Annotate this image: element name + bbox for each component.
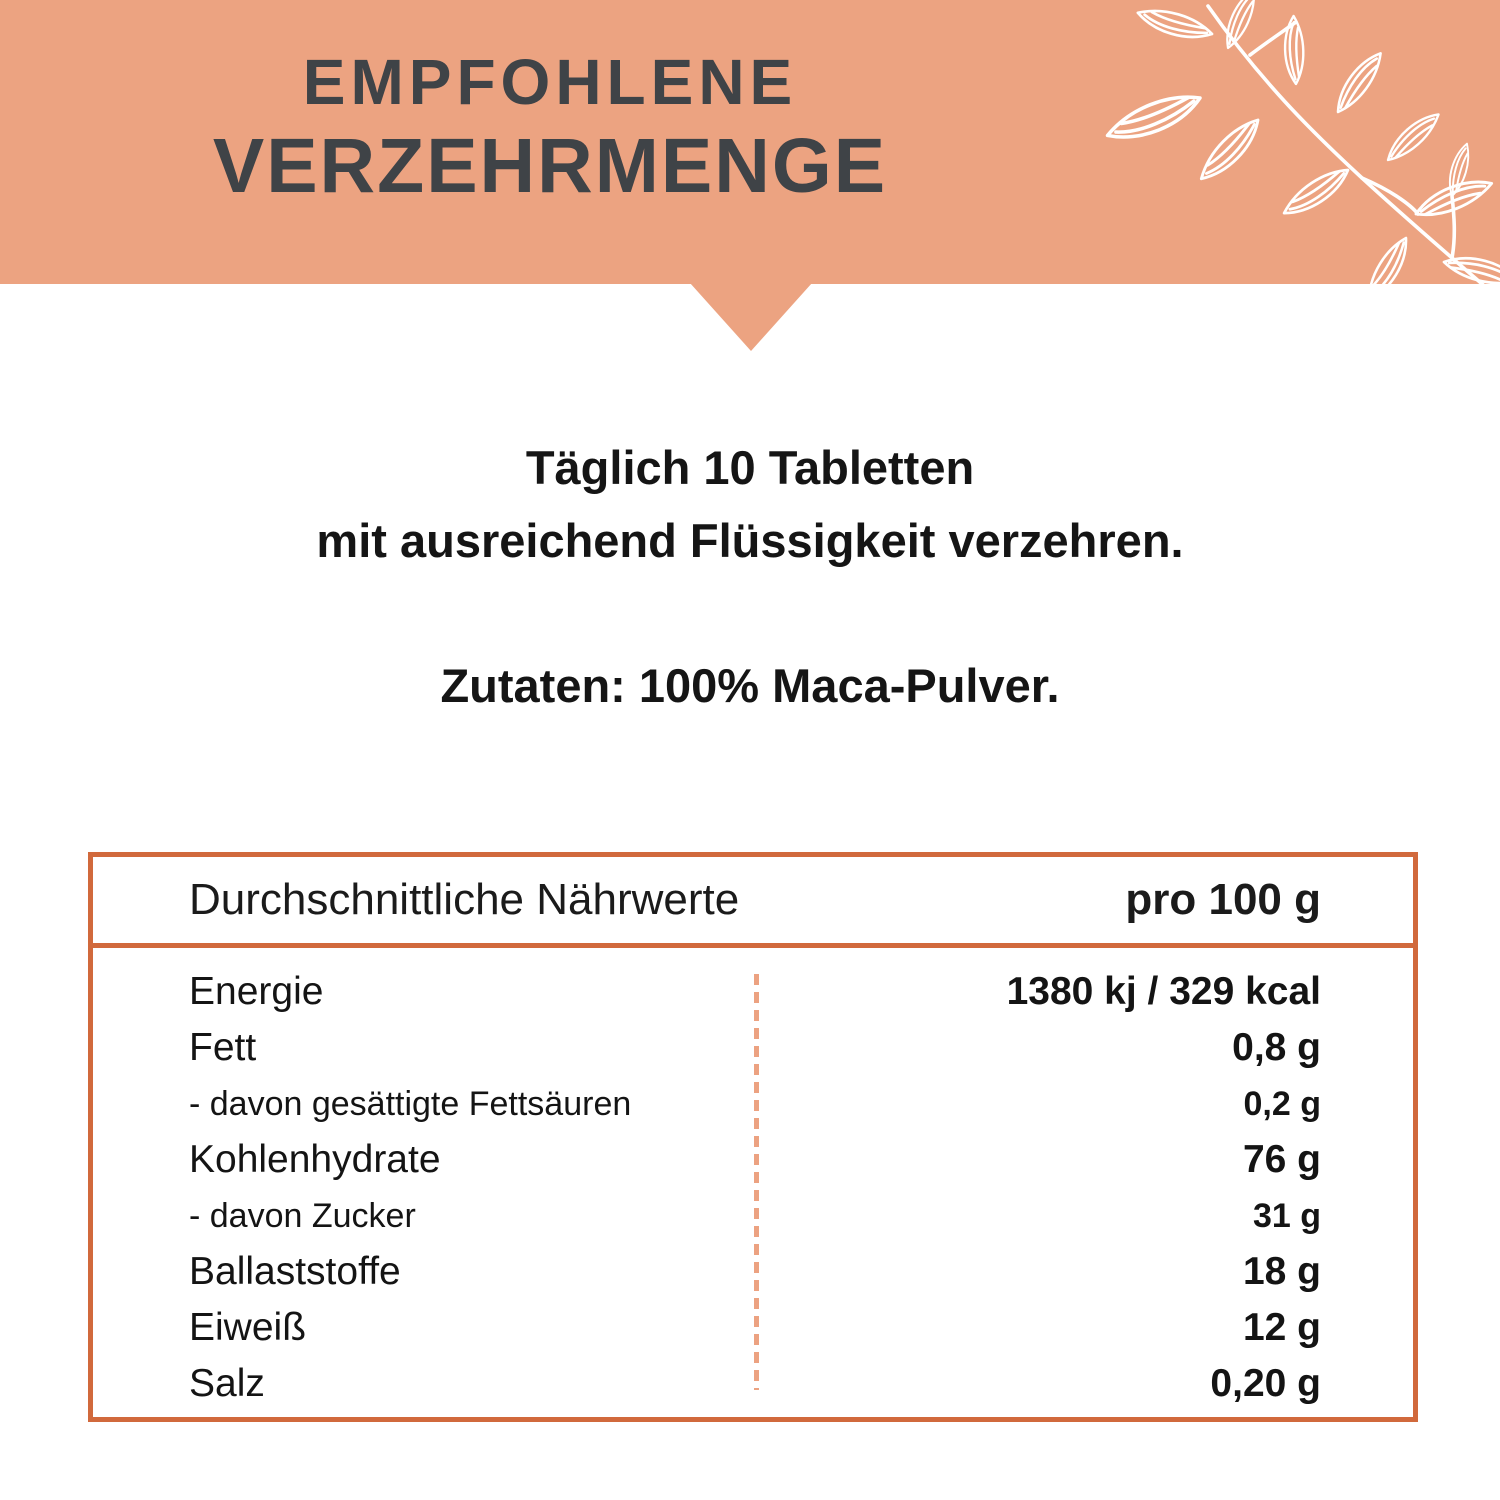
row-value: 0,20 g: [1210, 1362, 1321, 1405]
row-value: 18 g: [1242, 1250, 1321, 1293]
dosage-line2: mit ausreichend Flüssigkeit verzehren.: [316, 513, 1184, 567]
header-banner: EMPFOHLENE VERZEHRMENGE: [0, 0, 1500, 284]
table-row-zucker: - davon Zucker 31 g: [189, 1188, 1321, 1244]
dosage-instructions: Täglich 10 Tabletten mit ausreichend Flü…: [0, 432, 1500, 578]
row-label: Eiweiß: [189, 1306, 307, 1349]
table-row-fett: Fett 0,8 g: [189, 1020, 1321, 1076]
row-value: 76 g: [1242, 1138, 1321, 1181]
row-value: 31 g: [1252, 1196, 1321, 1235]
row-label: Fett: [189, 1026, 257, 1069]
banner-pointer-triangle: [690, 283, 812, 351]
dosage-line1: Täglich 10 Tabletten: [525, 441, 975, 494]
row-label: - davon Zucker: [189, 1196, 416, 1235]
table-row-kohlenhydrate: Kohlenhydrate 76 g: [189, 1132, 1321, 1188]
table-row-gesaettigte-fettsaeuren: - davon gesättigte Fettsäuren 0,2 g: [189, 1076, 1321, 1132]
row-label: Kohlenhydrate: [189, 1138, 441, 1181]
table-row-eiweiss: Eiweiß 12 g: [189, 1300, 1321, 1356]
row-label: Ballaststoffe: [189, 1250, 401, 1293]
nutrition-table-body: Energie 1380 kj / 329 kcal Fett 0,8 g - …: [93, 948, 1413, 1412]
nutrition-header-amount: pro 100 g: [1125, 875, 1321, 924]
nutrition-table: Durchschnittliche Nährwerte pro 100 g En…: [88, 852, 1418, 1422]
row-label: - davon gesättigte Fettsäuren: [189, 1084, 632, 1123]
row-value: 0,2 g: [1243, 1084, 1321, 1123]
nutrition-table-header: Durchschnittliche Nährwerte pro 100 g: [93, 857, 1413, 948]
row-label: Salz: [189, 1362, 265, 1405]
table-row-energie: Energie 1380 kj / 329 kcal: [189, 964, 1321, 1020]
table-row-salz: Salz 0,20 g: [189, 1356, 1321, 1412]
nutrition-header-label: Durchschnittliche Nährwerte: [189, 875, 740, 924]
row-label: Energie: [189, 970, 324, 1013]
table-row-ballaststoffe: Ballaststoffe 18 g: [189, 1244, 1321, 1300]
row-value: 12 g: [1242, 1306, 1321, 1349]
row-value: 0,8 g: [1232, 1026, 1321, 1069]
olive-branch-icon: [1101, 0, 1500, 284]
page-title: EMPFOHLENE VERZEHRMENGE: [0, 50, 1100, 205]
ingredients-text: Zutaten: 100% Maca-Pulver.: [440, 659, 1060, 712]
dashed-column-divider: [754, 974, 759, 1390]
row-value: 1380 kj / 329 kcal: [1006, 970, 1321, 1013]
page-title-line2: VERZEHRMENGE: [212, 123, 888, 209]
page-title-line1: EMPFOHLENE: [302, 46, 798, 118]
